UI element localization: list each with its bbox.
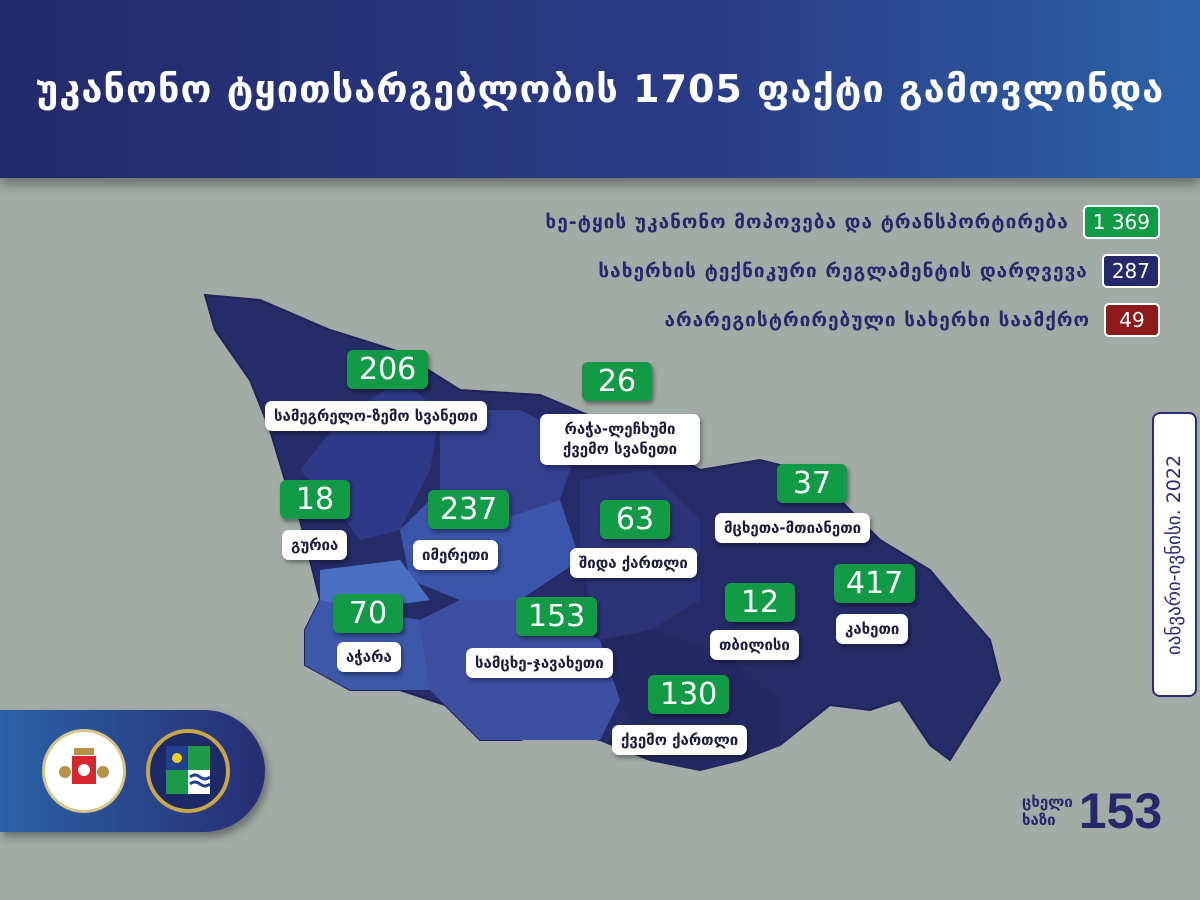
label-racha: რაჭა-ლეჩხუმი ქვემო სვანეთი — [540, 414, 700, 465]
label-shida-kartli: შიდა ქართლი — [570, 548, 697, 579]
label-imereti: იმერეთი — [413, 540, 498, 571]
label-kvemo-kartli: ქვემო ქართლი — [612, 725, 748, 756]
badge-imereti: 237 — [428, 490, 510, 529]
legend: ხე-ტყის უკანონო მოპოვება და ტრანსპორტირე… — [545, 205, 1160, 337]
badge-guria: 18 — [280, 480, 350, 519]
label-mtskheta: მცხეთა-მთიანეთი — [715, 513, 871, 544]
badge-adjara: 70 — [333, 594, 403, 633]
hotline: ცხელი ხაზი 153 — [1022, 782, 1162, 840]
label-guria: გურია — [282, 530, 348, 561]
legend-item: ხე-ტყის უკანონო მოპოვება და ტრანსპორტირე… — [545, 205, 1160, 239]
page-title: უკანონო ტყითსარგებლობის 1705 ფაქტი გამოვ… — [35, 67, 1165, 111]
label-samtskhe: სამცხე-ჯავახეთი — [466, 648, 613, 679]
legend-label: არარეგისტრირებული სახერხი საამქრო — [664, 309, 1090, 331]
legend-value: 287 — [1101, 254, 1160, 288]
badge-mtskheta: 37 — [777, 464, 847, 503]
header-banner: უკანონო ტყითსარგებლობის 1705 ფაქტი გამოვ… — [0, 0, 1200, 178]
badge-tbilisi: 12 — [725, 583, 795, 622]
legend-value: 49 — [1104, 303, 1160, 337]
ministry-seal-logo — [42, 729, 126, 813]
badge-samtskhe: 153 — [516, 597, 598, 636]
hotline-number: 153 — [1078, 783, 1163, 839]
legend-item: არარეგისტრირებული სახერხი საამქრო 49 — [664, 303, 1160, 337]
legend-item: სახერხის ტექნიკური რეგლამენტის დარღვევა … — [598, 254, 1160, 288]
coat-of-arms-icon — [59, 748, 109, 784]
badge-kvemo-kartli: 130 — [648, 675, 730, 714]
legend-value: 1 369 — [1082, 205, 1160, 239]
badge-kakheti: 417 — [834, 564, 916, 603]
label-adjara: აჭარა — [337, 642, 401, 673]
label-samegrelo: სამეგრელო-ზემო სვანეთი — [265, 401, 487, 432]
badge-samegrelo: 206 — [347, 350, 429, 389]
badge-racha: 26 — [582, 362, 652, 401]
logos-panel — [0, 710, 265, 832]
shield-icon — [166, 746, 211, 794]
period-box: იანვარი-ივნისი. 2022 — [1152, 412, 1197, 697]
label-tbilisi: თბილისი — [710, 630, 799, 661]
hotline-label-2: ხაზი — [1022, 811, 1056, 829]
badge-shida-kartli: 63 — [600, 500, 670, 539]
hotline-label-1: ცხელი — [1022, 793, 1073, 811]
forestry-agency-seal-logo — [146, 729, 230, 813]
label-kakheti: კახეთი — [836, 614, 909, 645]
period-text: იანვარი-ივნისი. 2022 — [1163, 454, 1186, 655]
legend-label: სახერხის ტექნიკური რეგლამენტის დარღვევა — [598, 260, 1088, 282]
legend-label: ხე-ტყის უკანონო მოპოვება და ტრანსპორტირე… — [545, 211, 1069, 233]
